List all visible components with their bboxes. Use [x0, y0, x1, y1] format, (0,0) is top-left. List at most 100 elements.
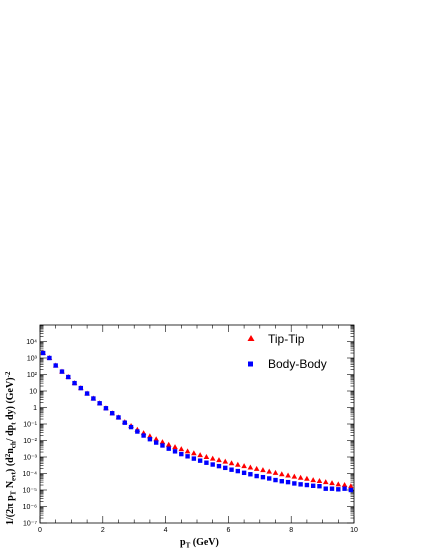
- data-point-tip-tip: [329, 480, 335, 486]
- data-point-tip-tip: [291, 473, 298, 479]
- y-tick-label: 10⁻⁶: [23, 504, 37, 511]
- y-tick-label: 10⁻⁵: [23, 488, 37, 495]
- data-point-tip-tip: [191, 450, 197, 456]
- data-point-body-body: [298, 482, 303, 487]
- data-point-body-body: [310, 483, 316, 488]
- data-point-tip-tip: [197, 452, 203, 458]
- x-tick-label: 2: [101, 527, 105, 534]
- data-point-body-body: [153, 440, 159, 445]
- data-point-tip-tip: [159, 439, 166, 445]
- data-point-body-body: [122, 420, 127, 425]
- data-point-body-body: [47, 355, 52, 361]
- data-point-body-body: [147, 436, 153, 442]
- data-point-body-body: [235, 468, 241, 474]
- x-tick-label: 8: [289, 527, 293, 534]
- data-point-tip-tip: [228, 460, 235, 466]
- y-tick-label: 1: [33, 405, 37, 412]
- data-point-body-body: [166, 446, 171, 451]
- data-point-tip-tip: [203, 454, 210, 459]
- data-point-body-body: [78, 385, 84, 391]
- legend-label-tip-tip: Tip-Tip: [268, 332, 305, 346]
- legend-label-body-body: Body-Body: [268, 357, 327, 371]
- data-point-body-body: [185, 454, 190, 459]
- data-point-body-body: [273, 477, 278, 483]
- data-point-body-body: [160, 443, 165, 448]
- data-point-tip-tip: [322, 479, 329, 485]
- y-tick-label: 10³: [27, 356, 38, 363]
- data-point-tip-tip: [172, 444, 178, 450]
- data-point-body-body: [204, 460, 209, 465]
- data-point-body-body: [172, 449, 178, 454]
- data-point-body-body: [323, 486, 328, 491]
- data-point-body-body: [229, 467, 234, 472]
- data-point-tip-tip: [222, 458, 229, 464]
- data-point-body-body: [84, 391, 90, 396]
- y-axis-title: 1/(2π pT Nevt) (d2nch/ dpt dy) (GeV)-2: [4, 371, 18, 525]
- y-tick-label: 10⁴: [26, 339, 37, 346]
- data-point-tip-tip: [184, 448, 191, 454]
- data-point-body-body: [91, 396, 96, 401]
- data-point-body-body: [128, 424, 134, 430]
- data-points: [40, 350, 354, 493]
- y-tick-label: 10: [29, 389, 37, 396]
- data-point-body-body: [241, 470, 247, 476]
- data-point-body-body: [116, 415, 121, 420]
- data-point-body-body: [66, 374, 71, 380]
- data-point-tip-tip: [266, 468, 273, 474]
- legend: Tip-Tip Body-Body: [247, 332, 327, 371]
- y-tick-label: 10⁻⁴: [23, 471, 38, 478]
- data-point-body-body: [348, 487, 354, 493]
- data-point-body-body: [59, 369, 65, 374]
- data-point-body-body: [254, 473, 259, 479]
- data-point-tip-tip: [272, 469, 279, 475]
- x-tick-label: 6: [226, 527, 230, 534]
- data-point-tip-tip: [165, 441, 172, 447]
- data-point-tip-tip: [348, 483, 354, 489]
- x-tick-label: 10: [350, 527, 358, 534]
- data-point-tip-tip: [316, 478, 323, 484]
- data-point-body-body: [285, 479, 291, 485]
- data-point-body-body: [223, 465, 228, 471]
- data-point-tip-tip: [153, 436, 159, 442]
- plot-frame: [39, 324, 355, 524]
- data-point-body-body: [248, 472, 253, 477]
- x-tick-label: 0: [38, 527, 42, 534]
- data-point-tip-tip: [209, 455, 216, 461]
- data-point-body-body: [279, 479, 284, 484]
- data-point-tip-tip: [297, 474, 304, 480]
- data-point-body-body: [179, 451, 184, 457]
- data-point-body-body: [336, 487, 341, 492]
- data-point-body-body: [110, 411, 115, 416]
- data-point-body-body: [304, 482, 310, 488]
- y-tick-label: 10⁻⁷: [23, 521, 37, 528]
- data-point-tip-tip: [310, 477, 316, 483]
- x-axis-title: pT (GeV): [180, 537, 219, 550]
- data-point-tip-tip: [260, 467, 266, 473]
- data-point-tip-tip: [235, 461, 241, 467]
- data-point-tip-tip: [285, 472, 291, 478]
- data-point-body-body: [260, 474, 266, 480]
- data-point-body-body: [342, 486, 347, 491]
- y-tick-label: 10⁻¹: [23, 422, 37, 429]
- data-point-body-body: [197, 458, 203, 463]
- y-tick-label: 10⁻²: [23, 438, 37, 445]
- data-point-body-body: [317, 483, 322, 489]
- data-point-body-body: [97, 401, 102, 406]
- data-point-tip-tip: [335, 481, 342, 487]
- y-tick-label: 10²: [27, 372, 38, 379]
- data-point-body-body: [72, 380, 77, 386]
- data-point-tip-tip: [341, 482, 348, 488]
- data-point-body-body: [329, 486, 335, 491]
- data-point-body-body: [53, 363, 58, 368]
- data-point-body-body: [216, 463, 222, 469]
- data-point-body-body: [191, 456, 197, 461]
- data-point-tip-tip: [304, 475, 310, 481]
- legend-marker-tip-tip: [247, 335, 255, 341]
- data-point-tip-tip: [241, 463, 247, 469]
- data-point-body-body: [267, 476, 272, 481]
- data-point-body-body: [210, 462, 215, 467]
- y-tick-label: 10⁻³: [23, 455, 37, 462]
- axis-ticks: 0 2 4 6 8 10 10⁻⁷ 10⁻⁶ 10⁻⁵ 10⁻⁴ 10⁻³ 10⁻² 10⁻¹ 1 10 10…: [23, 325, 358, 534]
- data-point-tip-tip: [216, 457, 222, 463]
- data-point-tip-tip: [253, 465, 260, 471]
